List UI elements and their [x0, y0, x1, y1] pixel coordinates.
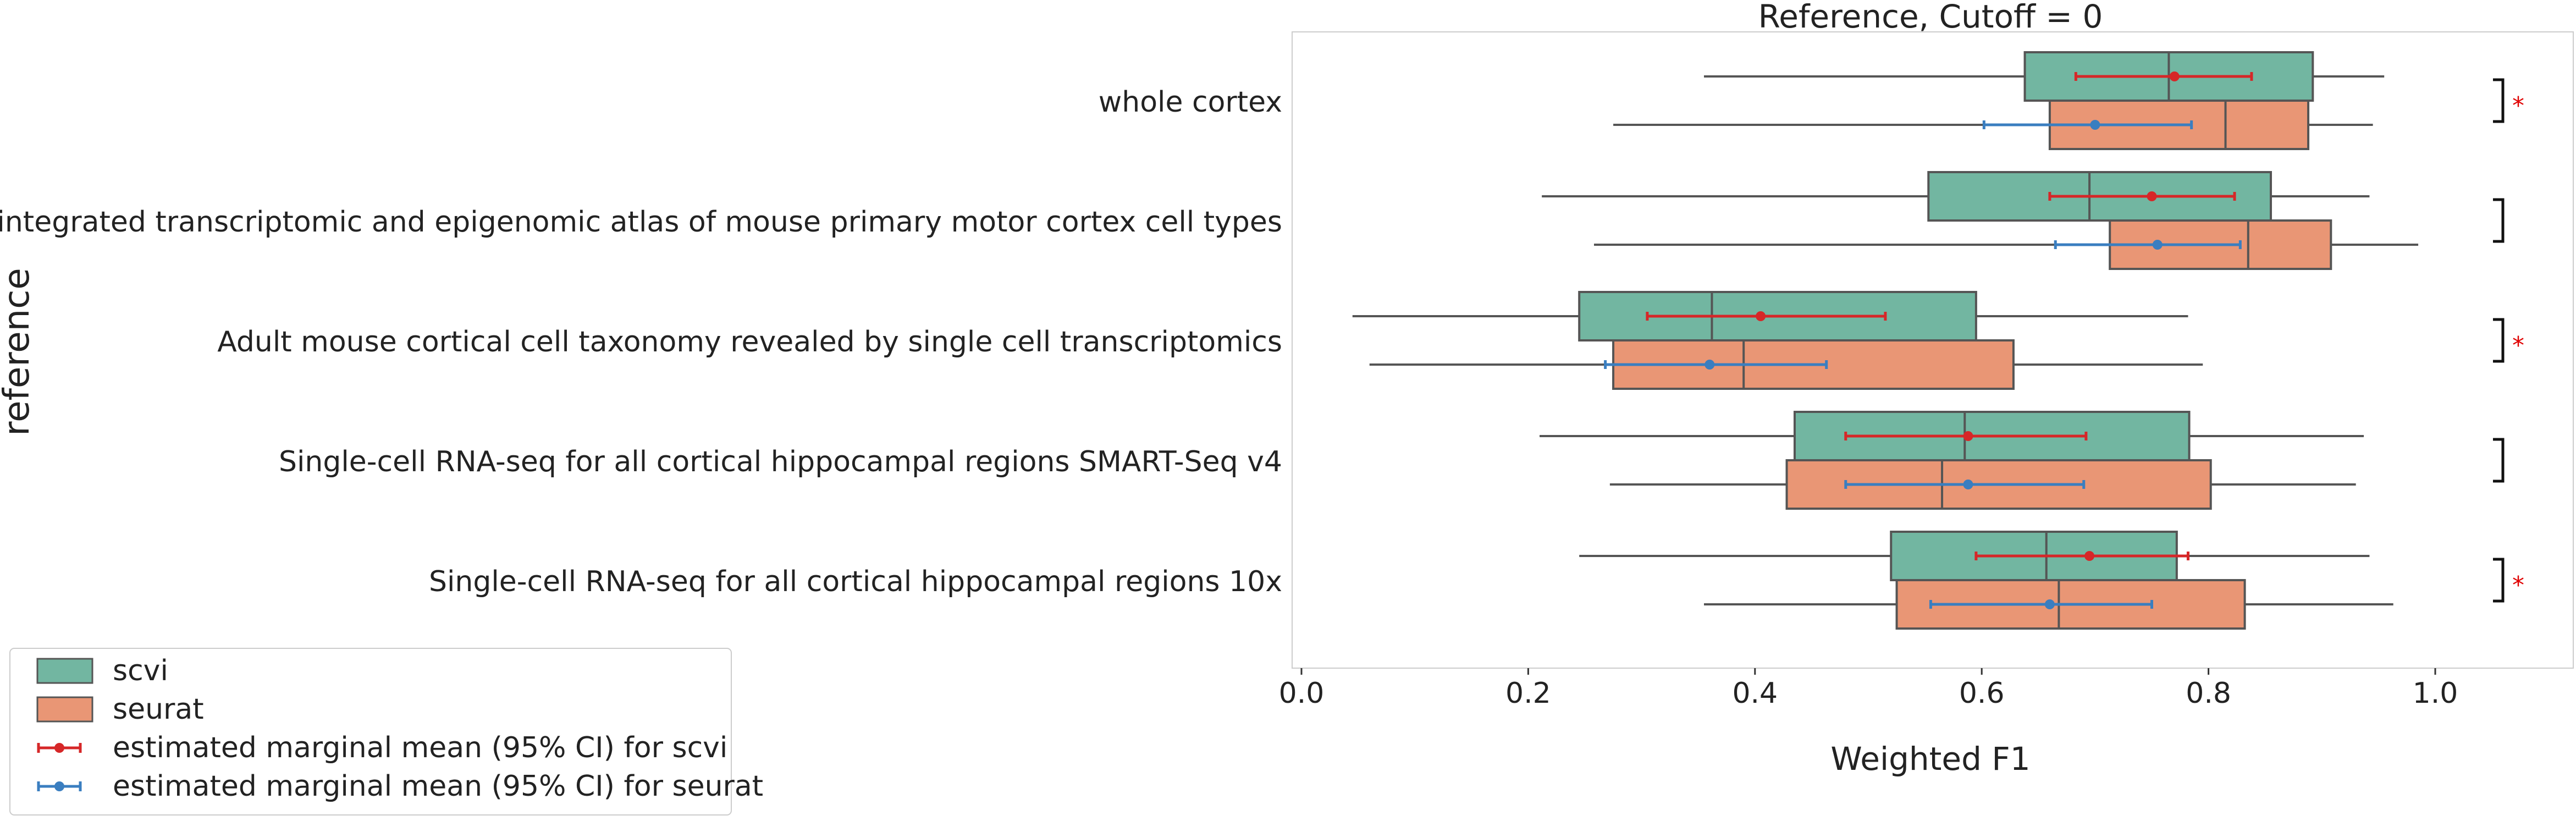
mean-ci-0 [2074, 71, 2253, 81]
legend-label: scvi [113, 654, 168, 687]
x-tick-label: 0.2 [1505, 677, 1551, 710]
mean-ci-1 [1982, 120, 2193, 130]
significance-marker: * [2512, 332, 2524, 360]
chart-title: Reference, Cutoff = 0 [1758, 0, 2103, 35]
legend-label: estimated marginal mean (95% CI) for seu… [113, 770, 763, 803]
legend-item: scvi [36, 654, 168, 687]
category-label: whole cortex [1099, 86, 1282, 119]
mean-point [2044, 599, 2055, 609]
mean-point [2152, 240, 2163, 250]
significance-marker: * [2512, 92, 2524, 120]
mean-point [1756, 311, 1766, 321]
significance-bracket: * [2493, 318, 2524, 363]
legend-label: seurat [113, 693, 204, 726]
mean-ci-1 [2054, 240, 2242, 250]
mean-point [2169, 71, 2180, 81]
legend-item: estimated marginal mean (95% CI) for scv… [37, 731, 727, 764]
mean-ci-1 [1929, 599, 2153, 609]
x-tick-label: 1.0 [2413, 677, 2458, 710]
significance-bracket [2493, 198, 2505, 243]
mean-ci-1 [1844, 480, 2086, 489]
legend-label: estimated marginal mean (95% CI) for scv… [113, 731, 727, 764]
mean-ci-0 [1844, 431, 2088, 441]
legend-frame [9, 648, 732, 816]
mean-point [2090, 120, 2100, 130]
mean-point [1705, 360, 1715, 370]
category-label: An integrated transcriptomic and epigeno… [0, 206, 1282, 239]
bracket-line [2493, 318, 2505, 363]
legend-item: seurat [36, 693, 204, 726]
mean-point [2147, 191, 2157, 201]
x-tick-label: 0.8 [2186, 677, 2231, 710]
legend: scvi seurat estimated marginal mean (95% C… [9, 648, 763, 816]
mean-ci-1 [1604, 360, 1828, 370]
bracket-line [2493, 78, 2505, 123]
mean-ci-0 [2048, 191, 2236, 201]
bracket-line [2493, 198, 2505, 243]
x-tick-label: 0.6 [1959, 677, 2005, 710]
x-tick-label: 0.4 [1732, 677, 1778, 710]
plot-layer: whole cortex An integrated transcriptomic… [0, 51, 2524, 710]
legend-item: estimated marginal mean (95% CI) for seu… [37, 770, 763, 803]
significance-bracket: * [2493, 78, 2524, 123]
significance-bracket: * [2493, 558, 2524, 603]
bracket-line [2493, 438, 2505, 483]
legend-mean-point [54, 781, 64, 791]
x-axis-label: Weighted F1 [1830, 740, 2030, 778]
x-tick-label: 0.0 [1279, 677, 1325, 710]
mean-point [2084, 551, 2095, 561]
bracket-line [2493, 558, 2505, 603]
y-axis-label: reference [0, 268, 37, 436]
legend-mean-point [54, 743, 64, 753]
legend-swatch [36, 658, 93, 684]
category-label: Single-cell RNA-seq for all cortical hip… [429, 565, 1282, 598]
mean-ci-0 [1974, 551, 2189, 561]
legend-swatch [36, 696, 93, 723]
category-label: Adult mouse cortical cell taxonomy revea… [217, 326, 1282, 359]
mean-point [1963, 480, 1973, 489]
mean-point [1963, 431, 1973, 441]
category-label: Single-cell RNA-seq for all cortical hip… [279, 445, 1282, 478]
mean-ci-0 [1646, 311, 1887, 321]
significance-marker: * [2512, 571, 2524, 599]
significance-bracket [2493, 438, 2505, 483]
plot-area-frame [1292, 31, 2574, 669]
